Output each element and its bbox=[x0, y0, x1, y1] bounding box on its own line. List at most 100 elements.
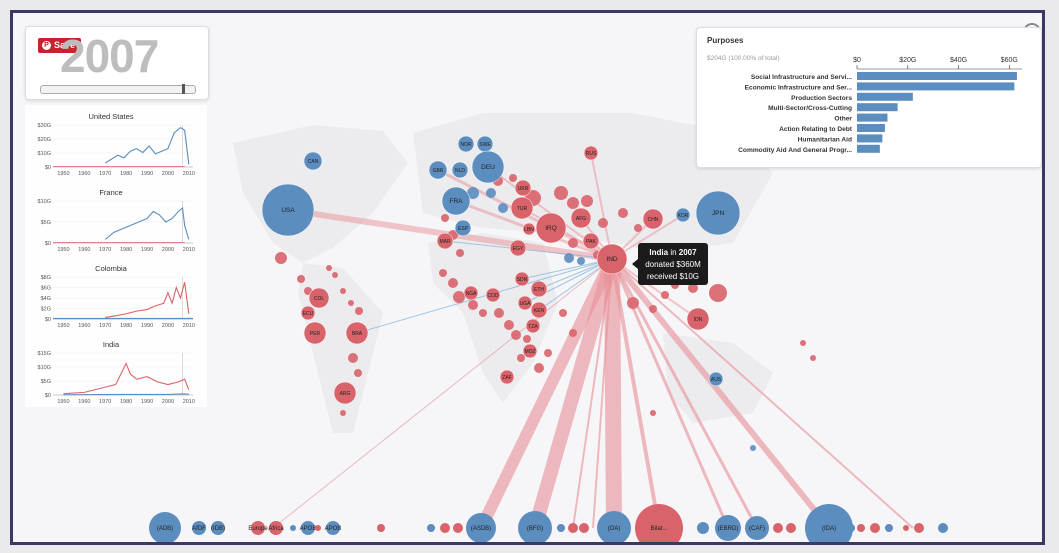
country-label: DEU bbox=[481, 164, 495, 171]
country-label: COD bbox=[487, 293, 499, 299]
purposes-bar bbox=[857, 103, 898, 112]
year-display: 2007 bbox=[60, 30, 159, 82]
country-label: UKR bbox=[518, 186, 529, 192]
country-node-rus bbox=[583, 145, 599, 161]
purposes-bar bbox=[857, 134, 883, 143]
year-control: P Save 2007 bbox=[25, 26, 209, 100]
series-ytick: $10G bbox=[38, 151, 51, 157]
series-xtick: 2010 bbox=[183, 247, 195, 253]
country-node-nor bbox=[457, 135, 475, 153]
series-ytick: $0 bbox=[45, 393, 51, 399]
flow-line bbox=[521, 207, 613, 260]
series-xtick: 2000 bbox=[162, 247, 174, 253]
country-node-small bbox=[509, 174, 517, 182]
country-label: NOR bbox=[460, 142, 472, 148]
series-xtick: 1980 bbox=[120, 171, 132, 177]
country-node-ken bbox=[530, 301, 548, 319]
purposes-bar bbox=[857, 92, 913, 101]
country-label: NLD bbox=[455, 168, 465, 174]
institution-node bbox=[326, 521, 340, 535]
country-node-small bbox=[498, 203, 508, 213]
country-label: GBR bbox=[433, 168, 444, 174]
country-node-small bbox=[650, 410, 656, 416]
country-node-fra bbox=[441, 186, 471, 216]
country-label: TZA bbox=[528, 324, 538, 330]
country-node-small bbox=[564, 253, 574, 263]
series-xtick: 1970 bbox=[99, 399, 111, 405]
flow-line bbox=[604, 258, 622, 529]
institution-node-small bbox=[903, 525, 909, 531]
purposes-category-label: Humanitarian Aid bbox=[798, 136, 852, 143]
country-node-eth bbox=[530, 280, 548, 298]
country-label: MOZ bbox=[524, 349, 535, 355]
country-node-gbr bbox=[428, 160, 448, 180]
series-ytick: $8G bbox=[41, 275, 51, 281]
series-xtick: 2010 bbox=[183, 323, 195, 329]
series-xtick: 1990 bbox=[141, 171, 153, 177]
purposes-xtick: $20G bbox=[899, 57, 916, 64]
flow-line bbox=[592, 258, 613, 529]
institution-node bbox=[745, 516, 769, 540]
country-label: AUS bbox=[711, 377, 722, 383]
series-ytick: $0 bbox=[45, 241, 51, 247]
purposes-category-label: Production Sectors bbox=[791, 95, 852, 102]
country-node-col bbox=[308, 287, 330, 309]
series-xtick: 1970 bbox=[99, 171, 111, 177]
country-label: PER bbox=[310, 331, 321, 337]
series-ytick: $0 bbox=[45, 317, 51, 323]
purposes-bar bbox=[857, 72, 1017, 80]
purposes-xtick: $0 bbox=[853, 57, 861, 64]
institution-node bbox=[211, 521, 225, 535]
series-xtick: 1960 bbox=[78, 323, 90, 329]
flow-line bbox=[356, 258, 613, 334]
donated-series-line bbox=[104, 126, 190, 165]
country-node-moz bbox=[522, 343, 538, 359]
country-label: COL bbox=[314, 296, 325, 302]
institution-label: (CAF) bbox=[749, 526, 765, 532]
donated-series-line bbox=[104, 206, 190, 240]
series-xtick: 1950 bbox=[57, 323, 69, 329]
timeseries-charts: United States $0 $10G $20G $30G 1950 1960 1970 1… bbox=[38, 112, 195, 405]
purposes-category-label: Economic Infrastructure and Ser... bbox=[745, 84, 853, 91]
institution-node-small bbox=[377, 524, 385, 532]
tooltip-donated: donated $360M bbox=[645, 260, 701, 269]
country-label: ARG bbox=[340, 391, 351, 397]
country-label: ECU bbox=[303, 311, 314, 317]
country-node-bra bbox=[345, 321, 369, 345]
series-xtick: 1950 bbox=[57, 247, 69, 253]
country-node-small bbox=[598, 218, 608, 228]
series-xtick: 1990 bbox=[141, 399, 153, 405]
series-ytick: $10G bbox=[38, 365, 51, 371]
country-label: MAR bbox=[439, 239, 451, 245]
series-xtick: 1960 bbox=[78, 399, 90, 405]
flow-map: (ADB) AfDF (IDB) Europe Africa APOB APOB (ASDB)… bbox=[149, 113, 948, 542]
country-label: CHN bbox=[648, 217, 659, 223]
country-node-small bbox=[569, 329, 577, 337]
institution-node bbox=[269, 521, 283, 535]
country-label: IRQ bbox=[545, 225, 557, 232]
institution-node-small bbox=[440, 523, 450, 533]
country-node-small bbox=[544, 349, 552, 357]
institution-node bbox=[149, 512, 181, 542]
institution-node bbox=[805, 504, 853, 542]
country-node-uga bbox=[517, 295, 533, 311]
institution-label: APOB bbox=[300, 526, 317, 532]
save-label: Save bbox=[54, 40, 76, 50]
year-slider-handle[interactable] bbox=[182, 84, 186, 94]
country-node-small bbox=[304, 287, 312, 295]
year-slider[interactable] bbox=[40, 84, 196, 94]
tooltip-title: India in 2007 bbox=[649, 248, 697, 257]
institution-label: AfDF bbox=[192, 526, 206, 532]
series-xtick: 1950 bbox=[57, 399, 69, 405]
country-node-small bbox=[453, 291, 465, 303]
institution-label: (BFG) bbox=[527, 526, 543, 532]
country-node-small bbox=[332, 272, 338, 278]
country-node-nld bbox=[451, 161, 469, 179]
country-node-afg bbox=[570, 207, 592, 229]
country-node-small bbox=[810, 355, 816, 361]
institution-node-small bbox=[786, 523, 796, 533]
series-ytick: $10G bbox=[38, 199, 51, 205]
institution-node bbox=[597, 511, 631, 542]
save-button[interactable]: P Save bbox=[38, 38, 82, 53]
series-ytick: $5G bbox=[41, 220, 51, 226]
